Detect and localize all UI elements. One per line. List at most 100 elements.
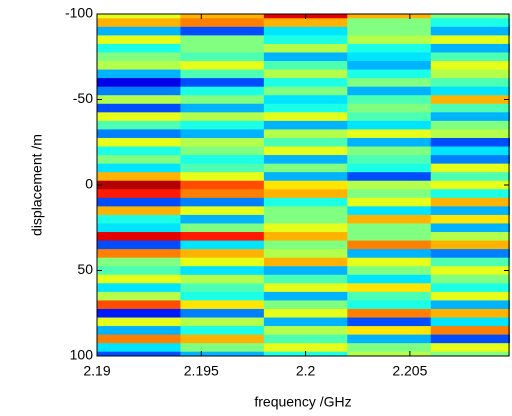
x-tick-label: 2.195: [184, 363, 219, 379]
heat-cell: [97, 214, 181, 224]
heat-cell: [430, 214, 510, 224]
heat-cell: [347, 351, 432, 356]
heat-cell: [263, 52, 348, 62]
heat-cell: [180, 249, 265, 259]
heat-cell: [347, 308, 432, 319]
heat-cell: [263, 95, 348, 105]
heat-cell: [263, 317, 348, 327]
heat-cell: [347, 35, 432, 45]
heat-cell: [430, 61, 510, 71]
heat-cell: [180, 240, 265, 250]
heat-cell: [97, 300, 181, 310]
heat-cell: [97, 317, 181, 327]
heat-cell: [430, 291, 510, 301]
heat-cell: [347, 326, 432, 336]
heat-cell: [347, 240, 432, 250]
heat-cell: [180, 35, 265, 45]
heat-cell: [180, 61, 265, 71]
y-tick-label: -50: [73, 90, 93, 106]
heat-cell: [97, 308, 181, 319]
heat-cell: [263, 163, 348, 173]
heat-cell: [97, 86, 181, 96]
heat-cell: [180, 43, 265, 53]
heat-cell: [97, 146, 181, 156]
heat-cell: [97, 52, 181, 62]
heat-cell: [430, 240, 510, 250]
x-tick-label: 2.19: [83, 363, 110, 379]
heat-cell: [180, 18, 265, 28]
heat-cell: [180, 14, 265, 19]
heat-cell: [97, 189, 181, 199]
heat-cell: [180, 112, 265, 122]
heat-cell: [97, 206, 181, 216]
heat-cell: [430, 308, 510, 319]
x-axis-label: frequency /GHz: [254, 394, 351, 410]
heat-cell: [430, 26, 510, 36]
heat-cell: [430, 197, 510, 207]
heat-cell: [430, 18, 510, 28]
heat-cell: [430, 351, 510, 356]
heat-cell: [347, 232, 432, 242]
heat-cell: [347, 334, 432, 344]
heat-cell: [180, 103, 265, 113]
heat-cell: [97, 163, 181, 173]
heat-cell: [180, 120, 265, 130]
heat-cell: [263, 206, 348, 216]
heat-cell: [347, 291, 432, 301]
heat-cell: [263, 86, 348, 96]
heat-cell: [263, 197, 348, 207]
heat-cell: [347, 14, 432, 19]
heat-cell: [180, 351, 265, 356]
heat-cell: [347, 155, 432, 165]
heat-cell: [180, 291, 265, 301]
heat-cell: [347, 180, 432, 190]
heat-cell: [263, 291, 348, 301]
heat-cell: [263, 43, 348, 53]
heat-cell: [430, 343, 510, 353]
heat-cell: [347, 146, 432, 156]
heat-cell: [430, 317, 510, 327]
heat-cell: [430, 274, 510, 284]
heat-cell: [347, 343, 432, 353]
y-axis-label: displacement /m: [29, 134, 45, 236]
heat-cell: [97, 334, 181, 344]
y-tick-label: -100: [65, 5, 93, 21]
heat-cell: [180, 69, 265, 79]
heat-cell: [263, 343, 348, 353]
heat-cell: [430, 326, 510, 336]
heat-cell: [430, 146, 510, 156]
heat-cell: [263, 266, 348, 276]
heat-cell: [430, 120, 510, 130]
heat-cell: [263, 214, 348, 224]
heat-cell: [263, 103, 348, 113]
heat-cell: [263, 112, 348, 122]
heat-cell: [430, 180, 510, 190]
heat-cell: [263, 257, 348, 267]
heat-cell: [430, 137, 510, 148]
heat-cell: [180, 308, 265, 319]
heat-cell: [347, 266, 432, 276]
heat-cell: [347, 137, 432, 148]
heat-cell: [347, 61, 432, 71]
heat-cell: [180, 214, 265, 224]
heat-cell: [97, 351, 181, 356]
heat-cell: [263, 35, 348, 45]
heat-cell: [180, 326, 265, 336]
heat-cell: [263, 26, 348, 36]
heat-cell: [263, 180, 348, 190]
heat-cell: [97, 18, 181, 28]
heat-cell: [263, 223, 348, 233]
heat-cell: [97, 103, 181, 113]
heat-cell: [180, 129, 265, 139]
heat-cell: [263, 240, 348, 250]
heat-cell: [97, 95, 181, 105]
heat-cell: [180, 78, 265, 88]
heat-cell: [97, 232, 181, 242]
heat-cell: [430, 206, 510, 216]
heat-cell: [97, 257, 181, 267]
heat-cell: [263, 326, 348, 336]
heat-cell: [430, 69, 510, 79]
heat-cell: [97, 249, 181, 259]
heat-cell: [263, 137, 348, 148]
x-tick-label: 2.2: [296, 363, 316, 379]
